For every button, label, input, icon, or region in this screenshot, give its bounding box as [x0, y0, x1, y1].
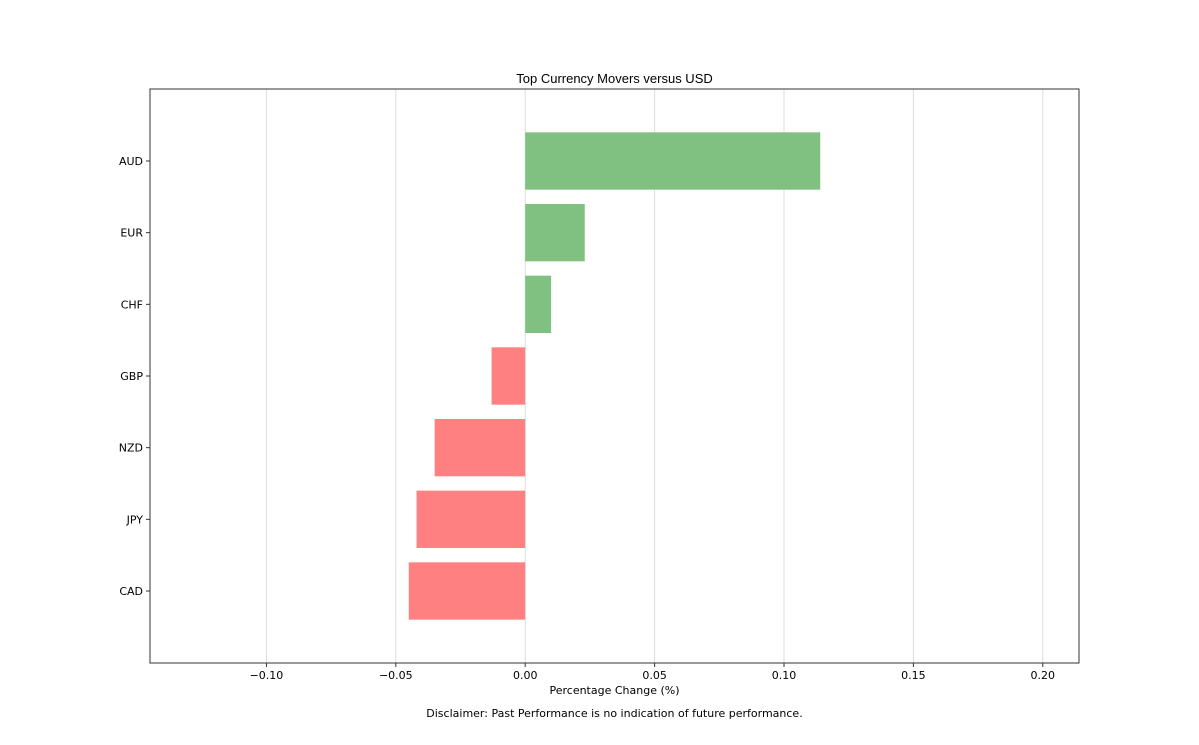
- bar-cad: [408, 562, 526, 620]
- x-tick-label: −0.05: [379, 669, 413, 682]
- bar-nzd: [434, 419, 526, 477]
- y-tick-label-nzd: NZD: [119, 442, 143, 455]
- y-tick-label-gbp: GBP: [120, 370, 143, 383]
- bar-gbp: [491, 347, 526, 405]
- x-tick-label: 0.00: [513, 669, 538, 682]
- y-axis-ticks: AUD EUR CHF GBP NZD JPY CAD: [119, 155, 150, 598]
- x-tick-label: −0.10: [250, 669, 284, 682]
- bar-chf: [525, 275, 552, 333]
- x-tick-label: 0.10: [772, 669, 797, 682]
- bar-jpy: [416, 490, 526, 548]
- bar-aud: [525, 132, 821, 190]
- x-axis-ticks: −0.10 −0.05 0.00 0.05 0.10 0.15 0.20: [250, 663, 1055, 682]
- disclaimer-footnote: Disclaimer: Past Performance is no indic…: [426, 707, 802, 720]
- y-tick-label-chf: CHF: [121, 298, 143, 311]
- x-tick-label: 0.15: [901, 669, 926, 682]
- chart-title: Top Currency Movers versus USD: [516, 71, 713, 86]
- x-axis-label: Percentage Change (%): [549, 684, 679, 697]
- y-tick-label-aud: AUD: [119, 155, 143, 168]
- x-tick-label: 0.20: [1031, 669, 1056, 682]
- bars: [408, 132, 821, 620]
- bar-eur: [525, 204, 585, 262]
- y-tick-label-jpy: JPY: [126, 513, 144, 526]
- y-tick-label-eur: EUR: [120, 227, 143, 240]
- y-tick-label-cad: CAD: [119, 585, 143, 598]
- x-tick-label: 0.05: [642, 669, 667, 682]
